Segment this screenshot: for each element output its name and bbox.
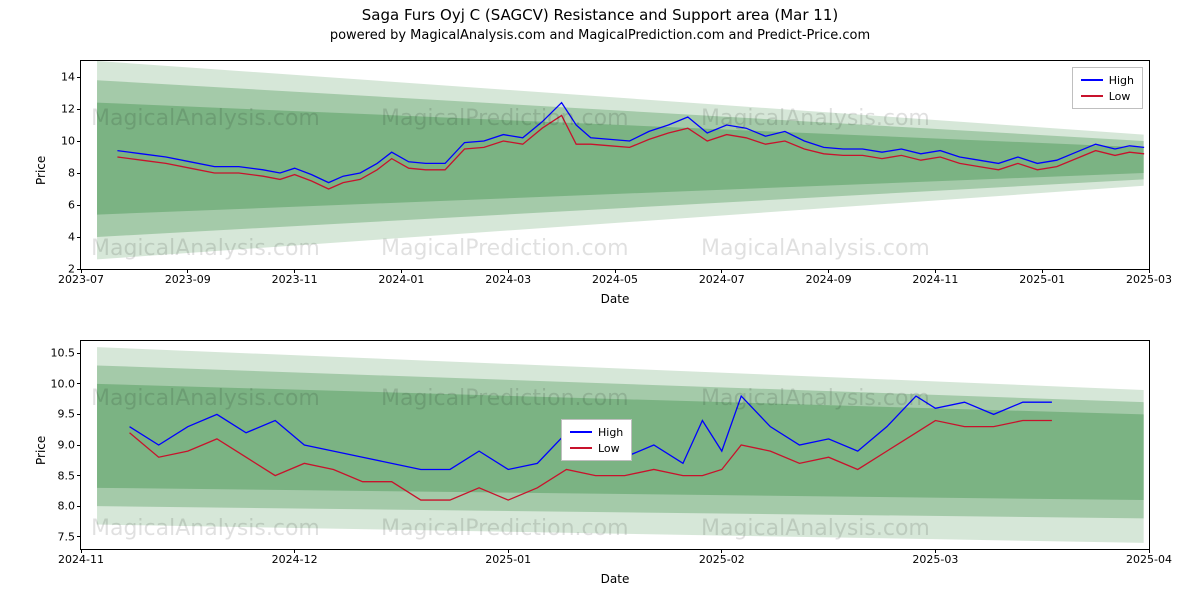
- ytick-label: 8.5: [58, 469, 82, 482]
- ytick-label: 4: [68, 231, 81, 244]
- legend-swatch: [1081, 79, 1103, 81]
- xtick-label: 2024-03: [485, 269, 531, 286]
- xtick-label: 2025-03: [912, 549, 958, 566]
- xtick-label: 2024-05: [592, 269, 638, 286]
- ytick-label: 10.0: [51, 377, 82, 390]
- upper-ylabel: Price: [34, 156, 48, 185]
- chart-subtitle: powered by MagicalAnalysis.com and Magic…: [0, 28, 1200, 43]
- lower-chart-panel: MagicalAnalysis.com MagicalPrediction.co…: [80, 340, 1150, 550]
- legend-label: Low: [1109, 90, 1131, 103]
- ytick-label: 14: [61, 71, 81, 84]
- xtick-label: 2025-02: [699, 549, 745, 566]
- legend-item-high: High: [570, 424, 623, 440]
- legend-swatch: [570, 447, 592, 449]
- xtick-label: 2025-04: [1126, 549, 1172, 566]
- legend-item-low: Low: [1081, 88, 1134, 104]
- xtick-label: 2024-01: [378, 269, 424, 286]
- ytick-label: 8: [68, 167, 81, 180]
- upper-chart-panel: MagicalAnalysis.com MagicalPrediction.co…: [80, 60, 1150, 270]
- xtick-label: 2023-11: [272, 269, 318, 286]
- ytick-label: 9.5: [58, 408, 82, 421]
- lower-ylabel: Price: [34, 436, 48, 465]
- upper-legend: High Low: [1072, 67, 1143, 109]
- xtick-label: 2024-09: [806, 269, 852, 286]
- xtick-label: 2025-03: [1126, 269, 1172, 286]
- ytick-label: 10: [61, 135, 81, 148]
- chart-title: Saga Furs Oyj C (SAGCV) Resistance and S…: [0, 6, 1200, 24]
- ytick-label: 7.5: [58, 530, 82, 543]
- legend-label: High: [1109, 74, 1134, 87]
- legend-swatch: [570, 431, 592, 433]
- figure: Saga Furs Oyj C (SAGCV) Resistance and S…: [0, 0, 1200, 600]
- ytick-label: 9.0: [58, 439, 82, 452]
- xtick-label: 2024-11: [912, 269, 958, 286]
- ytick-label: 10.5: [51, 347, 82, 360]
- ytick-label: 12: [61, 103, 81, 116]
- xtick-label: 2025-01: [485, 549, 531, 566]
- xtick-label: 2023-07: [58, 269, 104, 286]
- legend-item-high: High: [1081, 72, 1134, 88]
- xtick-label: 2024-11: [58, 549, 104, 566]
- legend-swatch: [1081, 95, 1103, 97]
- xtick-label: 2023-09: [165, 269, 211, 286]
- legend-label: High: [598, 426, 623, 439]
- xtick-label: 2024-07: [699, 269, 745, 286]
- upper-xlabel: Date: [80, 292, 1150, 306]
- legend-item-low: Low: [570, 440, 623, 456]
- ytick-label: 8.0: [58, 500, 82, 513]
- lower-legend: High Low: [561, 419, 632, 461]
- legend-label: Low: [598, 442, 620, 455]
- xtick-label: 2024-12: [272, 549, 318, 566]
- ytick-label: 6: [68, 199, 81, 212]
- upper-chart-plot: [81, 61, 1149, 269]
- lower-xlabel: Date: [80, 572, 1150, 586]
- xtick-label: 2025-01: [1019, 269, 1065, 286]
